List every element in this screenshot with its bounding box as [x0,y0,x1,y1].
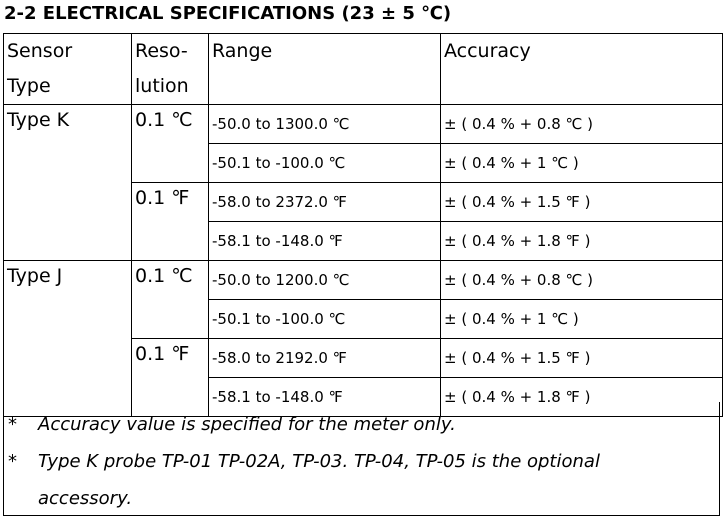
spec-table: Sensor Type Reso-lution Range Accuracy Type … [3,33,723,417]
note: * Type K probe TP-01 TP-02A, TP-03. TP-04… [4,443,719,517]
range: -58.1 to -148.0 ℉ [208,377,441,417]
data-row: -58.1 to -148.0 ℉ ± ( 0.4 % + 1.8 ℉ ) [4,221,723,261]
note: * Accuracy value is specified for the met… [4,406,719,443]
note-marker: * [8,451,17,472]
accuracy: ± ( 0.4 % + 1.8 ℉ ) [440,221,723,261]
header-cell: Sensor Type [3,33,132,105]
header-cell: Reso-lution [131,33,209,105]
sensor-type: Type K [3,104,132,261]
accuracy: ± ( 0.4 % + 1 ℃ ) [440,143,723,183]
resolution: 0.1 ℉ [131,338,209,417]
header-cell: Range [208,33,441,105]
range: -58.1 to -148.0 ℉ [208,221,441,261]
resolution: 0.1 ℃ [131,260,209,339]
data-row: -50.1 to -100.0 ℃ ± ( 0.4 % + 1 ℃ ) [4,299,723,339]
header-cell: Accuracy [440,33,723,105]
accuracy: ± ( 0.4 % + 1.8 ℉ ) [440,377,723,417]
data-row: -58.1 to -148.0 ℉ ± ( 0.4 % + 1.8 ℉ ) [4,377,723,417]
range: -50.0 to 1300.0 ℃ [208,104,441,144]
data-row: -50.1 to -100.0 ℃ ± ( 0.4 % + 1 ℃ ) [4,143,723,183]
note-marker: * [8,414,17,435]
data-row: Type K 0.1 ℃ -50.0 to 1300.0 ℃ ± ( 0.4 % + … [3,104,723,261]
range: -50.1 to -100.0 ℃ [208,143,441,183]
accuracy: ± ( 0.4 % + 0.8 ℃ ) [440,104,723,144]
header-line: Range [212,40,273,62]
data-row: 0.1 ℉ -58.0 to 2192.0 ℉ ± ( 0.4 % + 1.5 ℉ … [4,338,723,417]
accuracy: ± ( 0.4 % + 1.5 ℉ ) [440,182,723,222]
header-row: Sensor Type Reso-lution Range Accuracy [3,33,723,105]
range: -50.0 to 1200.0 ℃ [208,260,441,300]
sensor-type: Type J [3,260,132,417]
header-line: Accuracy [444,40,531,62]
data-row: Type J 0.1 ℃ -50.0 to 1200.0 ℃ ± ( 0.4 % + … [3,260,723,417]
accuracy: ± ( 0.4 % + 0.8 ℃ ) [440,260,723,300]
accuracy: ± ( 0.4 % + 1.5 ℉ ) [440,338,723,378]
header-line: Type [7,75,51,97]
resolution: 0.1 ℃ [131,104,209,183]
resolution: 0.1 ℉ [131,182,209,261]
header-line: Sensor [7,40,73,62]
notes: * Accuracy value is specified for the met… [3,402,720,516]
accuracy: ± ( 0.4 % + 1 ℃ ) [440,299,723,339]
section-title: 2-2 ELECTRICAL SPECIFICATIONS (23 ± 5 ℃) [4,3,452,24]
note-text: Type K probe TP-01 TP-02A, TP-03. TP-04,… [38,451,600,509]
range: -50.1 to -100.0 ℃ [208,299,441,339]
range: -58.0 to 2192.0 ℉ [208,338,441,378]
note-text: Accuracy value is specified for the mete… [38,414,456,435]
header-line: lution [135,75,189,97]
header-line: Reso- [135,40,188,62]
range: -58.0 to 2372.0 ℉ [208,182,441,222]
